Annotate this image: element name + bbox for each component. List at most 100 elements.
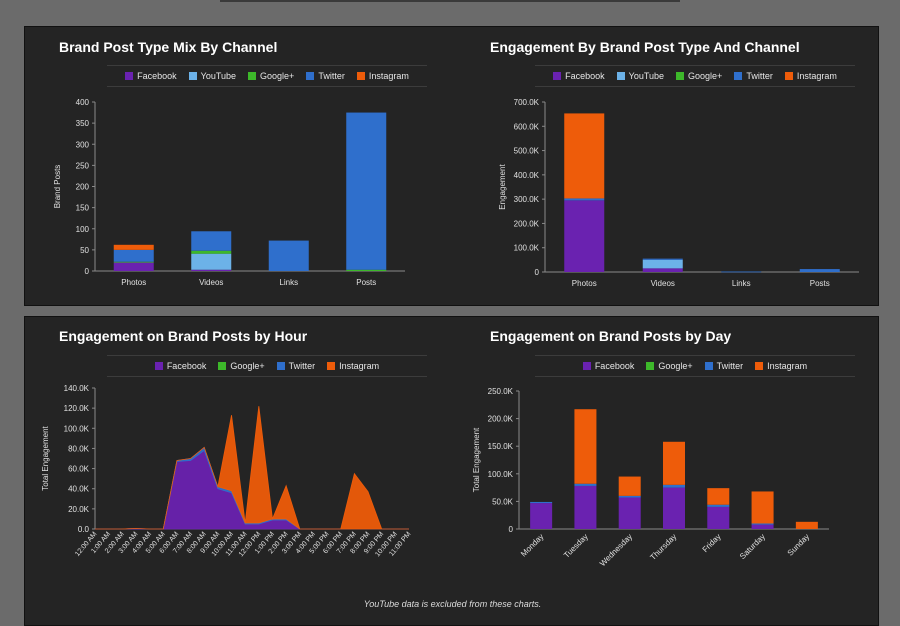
x-tick-label: Photos (572, 279, 597, 288)
legend-item-facebook[interactable]: Facebook (582, 361, 635, 371)
y-tick-label: 120.0K (64, 404, 90, 413)
legend-label: Twitter (716, 361, 744, 371)
bar-friday-instagram (707, 488, 730, 505)
chart-title-engagement-type: Engagement By Brand Post Type And Channe… (490, 39, 800, 55)
legend-item-facebook[interactable]: Facebook (154, 361, 206, 371)
x-tick-label: Monday (519, 532, 545, 558)
y-tick-label: 300 (76, 140, 90, 149)
bar-photos-twitter (564, 198, 605, 201)
bar-photos-facebook (113, 262, 154, 271)
y-tick-label: 0 (509, 525, 514, 534)
top-panel: Brand Post Type Mix By Channel Facebook Y… (24, 26, 879, 306)
legend-item-twitter[interactable]: Twitter (306, 71, 345, 81)
legend-item-google[interactable]: Google+ (676, 71, 722, 81)
bar-videos-facebook (191, 269, 232, 271)
x-tick-label: Posts (810, 279, 830, 288)
legend-label: Instagram (339, 361, 380, 371)
legend-engagement-hour: Facebook Google+ Twitter Instagram (107, 355, 427, 377)
legend-item-google[interactable]: Google+ (218, 361, 265, 371)
legend-swatch (704, 362, 713, 370)
legend-label: YouTube (200, 71, 237, 81)
y-tick-label: 200 (76, 183, 90, 192)
legend-swatch (154, 362, 163, 370)
legend-label: Instagram (368, 71, 409, 81)
chart-title-engagement-hour: Engagement on Brand Posts by Hour (59, 328, 308, 344)
legend-item-instagram[interactable]: Instagram (327, 361, 379, 371)
bar-tuesday-twitter (574, 483, 597, 486)
x-tick-label: Thursday (648, 532, 678, 562)
bar-saturday-instagram (751, 491, 774, 524)
x-tick-label: Sunday (786, 532, 812, 558)
y-tick-label: 20.0K (68, 505, 90, 514)
legend-swatch (755, 362, 764, 370)
y-axis-title: Total Engagement (472, 427, 481, 492)
legend-swatch (646, 362, 655, 370)
y-tick-label: 0 (85, 267, 90, 276)
y-tick-label: 700.0K (514, 98, 540, 107)
bar-links-twitter (721, 271, 762, 273)
x-tick-label: Tuesday (562, 532, 590, 560)
legend-item-facebook[interactable]: Facebook (553, 71, 605, 81)
bar-videos-google (191, 250, 232, 254)
legend-swatch (676, 72, 685, 80)
legend-engagement-day: Facebook Google+ Twitter Instagram (535, 355, 855, 377)
legend-item-instagram[interactable]: Instagram (755, 361, 807, 371)
legend-item-twitter[interactable]: Twitter (734, 71, 773, 81)
x-tick-label: Saturday (738, 532, 767, 561)
y-tick-label: 100.0K (488, 470, 514, 479)
y-tick-label: 200.0K (488, 415, 514, 424)
y-axis-title: Engagement (498, 164, 507, 210)
x-tick-label: Links (279, 278, 298, 287)
bar-photos-facebook (564, 200, 605, 272)
bar-tuesday-instagram (574, 409, 597, 484)
legend-item-youtube[interactable]: YouTube (616, 71, 664, 81)
legend-label: Google+ (230, 361, 265, 371)
bar-photos-twitter (113, 249, 154, 262)
legend-item-twitter[interactable]: Twitter (276, 361, 315, 371)
y-tick-label: 100 (76, 225, 90, 234)
y-tick-label: 140.0K (64, 384, 90, 393)
y-tick-label: 150 (76, 204, 90, 213)
chart-title-engagement-day: Engagement on Brand Posts by Day (490, 328, 732, 344)
y-tick-label: 50.0K (492, 497, 514, 506)
bar-friday-twitter (707, 504, 730, 507)
legend-item-facebook[interactable]: Facebook (125, 71, 177, 81)
legend-swatch (616, 72, 625, 80)
legend-swatch (553, 72, 562, 80)
x-tick-label: Videos (199, 278, 223, 287)
y-tick-label: 400 (76, 98, 90, 107)
legend-label: Facebook (565, 71, 605, 81)
legend-item-youtube[interactable]: YouTube (188, 71, 237, 81)
y-tick-label: 0.0 (78, 525, 90, 534)
legend-swatch (306, 72, 315, 80)
legend-item-google[interactable]: Google+ (646, 361, 693, 371)
y-tick-label: 250.0K (488, 387, 514, 396)
chart-engagement-day: 0 50.0K 100.0K 150.0K 200.0K 250.0K Total Enga… (472, 387, 829, 568)
bar-thursday-twitter (663, 484, 685, 488)
legend-label: Facebook (594, 361, 635, 371)
bar-photos-instagram (113, 244, 154, 250)
legend-swatch (327, 362, 336, 370)
bar-videos-twitter (642, 258, 683, 260)
y-tick-label: 0 (535, 268, 540, 277)
legend-item-instagram[interactable]: Instagram (784, 71, 837, 81)
chart-post-type-mix: 0 50 100 150 200 250 300 350 400 Brand Posts Photo… (53, 98, 405, 287)
legend-item-twitter[interactable]: Twitter (704, 361, 744, 371)
bar-videos-facebook (642, 268, 683, 272)
y-tick-label: 80.0K (68, 444, 90, 453)
legend-swatch (784, 72, 793, 80)
bar-monday-facebook (530, 503, 553, 529)
bar-posts-twitter (346, 112, 387, 270)
top-edge-line (220, 0, 680, 2)
x-tick-label: Videos (651, 279, 675, 288)
x-tick-label: Friday (701, 532, 723, 554)
legend-label: Facebook (137, 71, 177, 81)
legend-item-instagram[interactable]: Instagram (356, 71, 409, 81)
legend-swatch (276, 362, 285, 370)
bar-wednesday-instagram (618, 476, 641, 496)
legend-item-google[interactable]: Google+ (248, 71, 294, 81)
y-tick-label: 60.0K (68, 465, 90, 474)
bar-monday-twitter (530, 501, 553, 504)
bar-sunday-instagram (795, 521, 818, 529)
bar-links-twitter (268, 240, 309, 271)
